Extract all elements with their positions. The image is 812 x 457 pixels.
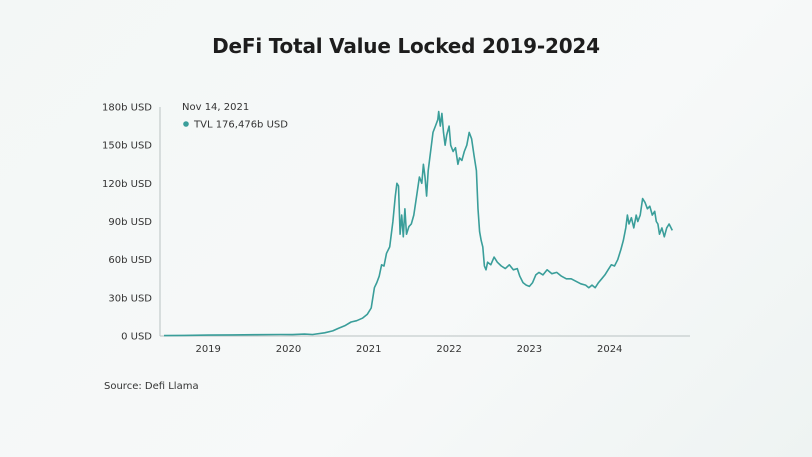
y-tick-label: 120b USD	[102, 179, 152, 190]
y-tick-label: 60b USD	[108, 255, 152, 266]
x-axis-ticks: 2019 2020 2021 2022 2023 2024	[195, 344, 622, 355]
y-tick-label: 90b USD	[108, 217, 152, 228]
y-tick-label: 150b USD	[102, 141, 152, 152]
series-group	[163, 110, 674, 337]
source-note: Source: Defi Llama	[104, 381, 199, 392]
x-tick-label: 2021	[356, 344, 381, 355]
axes	[159, 107, 690, 337]
tooltip-value: TVL 176,476b USD	[193, 120, 288, 131]
chart-title: DeFi Total Value Locked 2019-2024	[212, 34, 600, 58]
tooltip-series-dot	[183, 121, 189, 127]
y-tick-label: 0 USD	[121, 332, 152, 343]
x-tick-label: 2023	[517, 344, 542, 355]
series-line-tvl	[163, 110, 674, 337]
x-tick-label: 2022	[436, 344, 461, 355]
tooltip-date: Nov 14, 2021	[182, 102, 249, 113]
y-tick-label: 180b USD	[102, 103, 152, 114]
x-tick-label: 2019	[195, 344, 220, 355]
x-tick-label: 2024	[597, 344, 622, 355]
y-axis-ticks: 0 USD 30b USD 60b USD 90b USD 120b USD 150b U…	[102, 103, 152, 343]
tooltip: Nov 14, 2021 TVL 176,476b USD	[182, 102, 288, 131]
y-tick-label: 30b USD	[108, 293, 152, 304]
x-tick-label: 2020	[276, 344, 301, 355]
